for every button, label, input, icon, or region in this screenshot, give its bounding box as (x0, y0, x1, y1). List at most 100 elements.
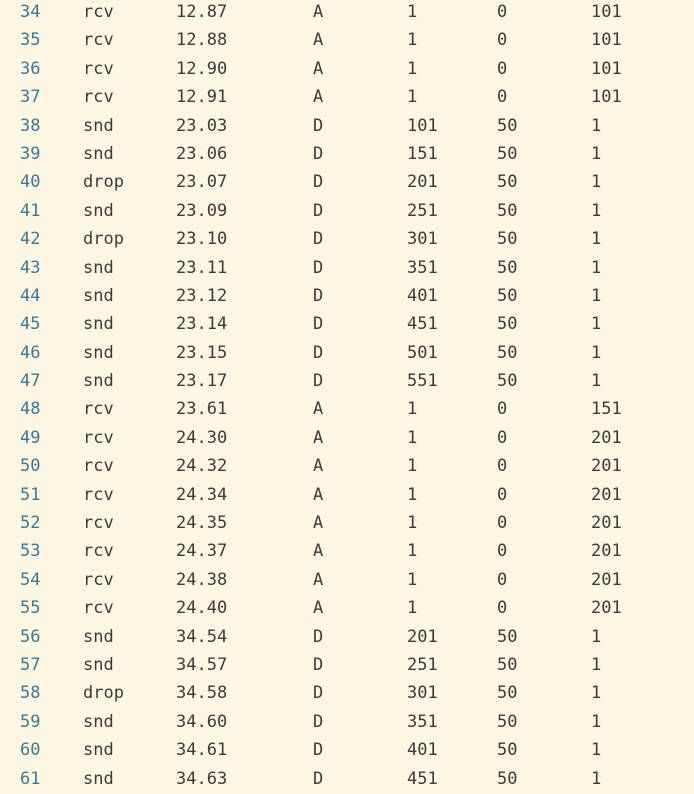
size-cell: 0 (497, 2, 508, 22)
size-cell: 50 (497, 711, 518, 732)
ack-cell: 151 (591, 399, 622, 420)
line-number: 34 (20, 2, 41, 22)
sequence-cell: 1 (407, 513, 418, 534)
direction-cell: D (313, 314, 324, 335)
code-line: 34 rcv 12.87 A 1 0 101 (0, 0, 694, 26)
event-cell: snd (83, 371, 114, 392)
code-line: 42 drop 23.10 D 301 50 1 (0, 225, 694, 253)
event-cell: snd (83, 768, 114, 789)
event-cell: rcv (83, 484, 114, 505)
ack-cell: 201 (591, 427, 622, 448)
time-cell: 12.88 (176, 30, 228, 51)
event-cell: snd (83, 626, 114, 647)
line-number: 50 (20, 456, 41, 477)
direction-cell: A (313, 569, 324, 590)
line-number: 60 (20, 740, 41, 761)
ack-cell: 201 (591, 541, 622, 562)
event-cell: snd (83, 654, 114, 675)
sequence-cell: 301 (407, 683, 438, 704)
direction-cell: D (313, 626, 324, 647)
event-cell: drop (83, 683, 124, 704)
size-cell: 50 (497, 200, 518, 221)
direction-cell: A (313, 513, 324, 534)
code-line: 47 snd 23.17 D 551 50 1 (0, 367, 694, 395)
sequence-cell: 1 (407, 598, 418, 619)
line-number: 61 (20, 768, 41, 789)
sequence-cell: 1 (407, 456, 418, 477)
sequence-cell: 251 (407, 654, 438, 675)
ack-cell: 1 (591, 768, 602, 789)
event-cell: rcv (83, 399, 114, 420)
sequence-cell: 1 (407, 58, 418, 79)
size-cell: 50 (497, 172, 518, 193)
code-line: 52 rcv 24.35 A 1 0 201 (0, 509, 694, 537)
sequence-cell: 451 (407, 314, 438, 335)
event-cell: snd (83, 314, 114, 335)
direction-cell: D (313, 172, 324, 193)
direction-cell: A (313, 427, 324, 448)
sequence-cell: 1 (407, 87, 418, 108)
ack-cell: 1 (591, 654, 602, 675)
event-cell: rcv (83, 513, 114, 534)
direction-cell: D (313, 285, 324, 306)
event-cell: rcv (83, 30, 114, 51)
time-cell: 23.03 (176, 115, 228, 136)
ack-cell: 1 (591, 143, 602, 164)
size-cell: 0 (497, 30, 508, 51)
code-line: 50 rcv 24.32 A 1 0 201 (0, 452, 694, 480)
code-line: 41 snd 23.09 D 251 50 1 (0, 197, 694, 225)
direction-cell: D (313, 768, 324, 789)
time-cell: 12.87 (176, 2, 228, 22)
size-cell: 0 (497, 484, 508, 505)
size-cell: 0 (497, 598, 508, 619)
ack-cell: 1 (591, 115, 602, 136)
time-cell: 23.14 (176, 314, 228, 335)
ack-cell: 1 (591, 314, 602, 335)
direction-cell: D (313, 711, 324, 732)
line-number: 59 (20, 711, 41, 732)
sequence-cell: 151 (407, 143, 438, 164)
time-cell: 23.07 (176, 172, 228, 193)
code-line: 38 snd 23.03 D 101 50 1 (0, 112, 694, 140)
sequence-cell: 351 (407, 257, 438, 278)
event-cell: snd (83, 143, 114, 164)
event-cell: snd (83, 285, 114, 306)
sequence-cell: 1 (407, 30, 418, 51)
size-cell: 50 (497, 683, 518, 704)
size-cell: 50 (497, 285, 518, 306)
size-cell: 50 (497, 143, 518, 164)
event-cell: snd (83, 257, 114, 278)
time-cell: 24.40 (176, 598, 228, 619)
code-line: 37 rcv 12.91 A 1 0 101 (0, 83, 694, 111)
time-cell: 24.32 (176, 456, 228, 477)
time-cell: 23.10 (176, 229, 228, 250)
sequence-cell: 201 (407, 626, 438, 647)
event-cell: rcv (83, 87, 114, 108)
code-line: 57 snd 34.57 D 251 50 1 (0, 651, 694, 679)
time-cell: 34.61 (176, 740, 228, 761)
ack-cell: 101 (591, 58, 622, 79)
direction-cell: A (313, 58, 324, 79)
time-cell: 34.54 (176, 626, 228, 647)
sequence-cell: 101 (407, 115, 438, 136)
sequence-cell: 301 (407, 229, 438, 250)
event-cell: snd (83, 740, 114, 761)
ack-cell: 1 (591, 342, 602, 363)
ack-cell: 101 (591, 30, 622, 51)
line-number: 36 (20, 58, 41, 79)
size-cell: 0 (497, 399, 508, 420)
ack-cell: 1 (591, 257, 602, 278)
line-number: 37 (20, 87, 41, 108)
size-cell: 50 (497, 314, 518, 335)
code-line: 54 rcv 24.38 A 1 0 201 (0, 566, 694, 594)
code-line: 39 snd 23.06 D 151 50 1 (0, 140, 694, 168)
sequence-cell: 551 (407, 371, 438, 392)
sequence-cell: 451 (407, 768, 438, 789)
ack-cell: 101 (591, 87, 622, 108)
size-cell: 50 (497, 229, 518, 250)
event-cell: drop (83, 229, 124, 250)
code-line: 58 drop 34.58 D 301 50 1 (0, 679, 694, 707)
direction-cell: D (313, 115, 324, 136)
size-cell: 50 (497, 342, 518, 363)
line-number: 35 (20, 30, 41, 51)
